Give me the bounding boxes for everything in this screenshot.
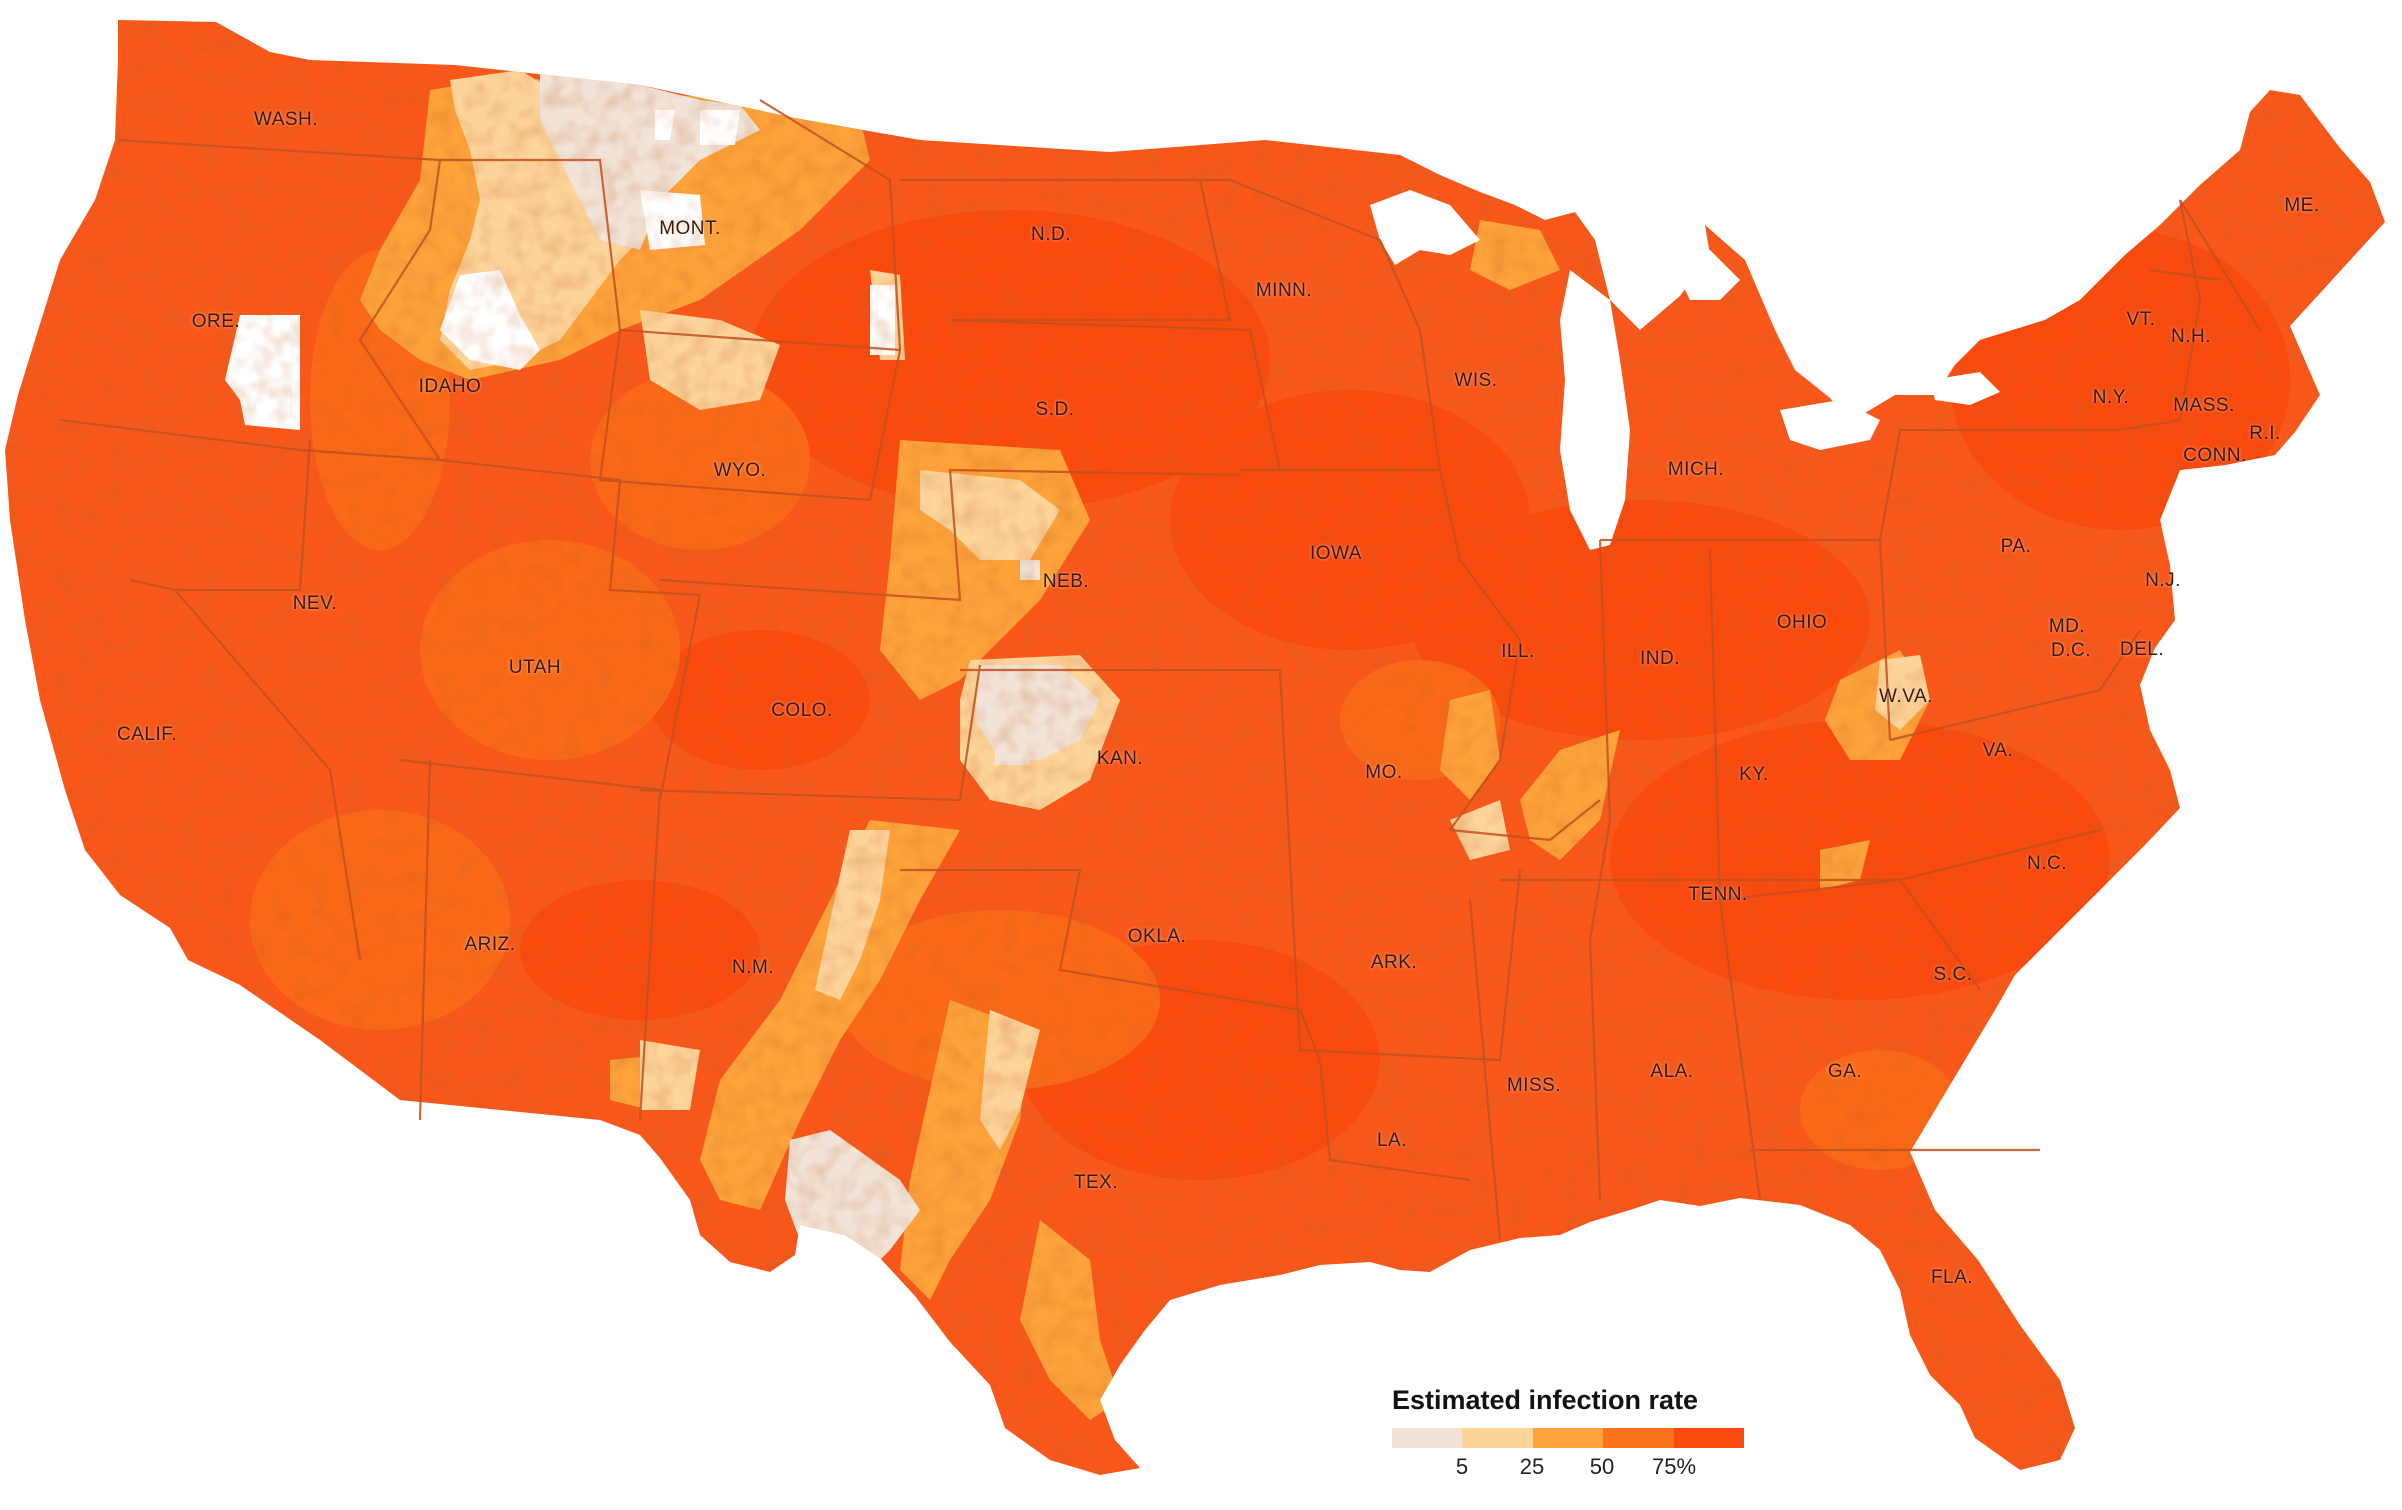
state-label-nj: N.J. — [2145, 570, 2181, 591]
state-label-ark: ARK. — [1370, 952, 1418, 973]
state-label-dc: D.C. — [2051, 640, 2091, 661]
state-label-pa: PA. — [2000, 536, 2032, 557]
state-label-mont: MONT. — [659, 218, 721, 239]
legend-swatch-4 — [1603, 1428, 1674, 1448]
state-label-ariz: ARIZ. — [464, 934, 516, 955]
state-label-wva: W.VA. — [1879, 686, 1933, 707]
state-label-nm: N.M. — [731, 957, 775, 978]
legend-tick-5: 5 — [1455, 1454, 1469, 1479]
state-label-minn: MINN. — [1255, 280, 1313, 301]
state-label-wash: WASH. — [253, 109, 319, 130]
state-label-idaho: IDAHO — [418, 376, 482, 397]
state-label-calif: CALIF. — [116, 724, 178, 745]
state-label-nd: N.D. — [1031, 224, 1071, 245]
state-label-tex: TEX. — [1073, 1172, 1119, 1193]
state-label-mich: MICH. — [1667, 459, 1725, 480]
state-label-nc: N.C. — [2027, 853, 2067, 874]
legend-tick-25: 25 — [1519, 1454, 1545, 1479]
state-label-wyo: WYO. — [713, 460, 767, 481]
state-label-iowa: IOWA — [1310, 543, 1362, 564]
state-label-ill: ILL. — [1501, 641, 1535, 662]
legend-tick-75: 75% — [1651, 1454, 1697, 1479]
state-label-sc: S.C. — [1933, 964, 1973, 985]
state-label-ny: N.Y. — [2092, 387, 2130, 408]
legend-color-scale — [1392, 1428, 1745, 1448]
legend-swatch-5 — [1673, 1428, 1745, 1448]
legend-swatch-2 — [1462, 1428, 1533, 1448]
state-label-utah: UTAH — [508, 657, 562, 678]
legend-swatch-1 — [1392, 1428, 1463, 1448]
state-label-okla: OKLA. — [1127, 926, 1187, 947]
state-label-ohio: OHIO — [1776, 612, 1828, 633]
state-label-ri: R.I. — [2249, 423, 2281, 444]
state-label-fla: FLA. — [1930, 1267, 1974, 1288]
state-label-neb: NEB. — [1042, 571, 1090, 592]
legend: Estimated infection rate 5 25 50 75% — [1392, 1385, 1752, 1484]
state-label-del: DEL. — [2119, 639, 2165, 660]
state-label-ky: KY. — [1739, 764, 1769, 785]
state-label-mass: MASS. — [2173, 395, 2235, 416]
state-label-ind: IND. — [1640, 648, 1680, 669]
state-label-conn: CONN. — [2183, 445, 2247, 466]
legend-swatch-3 — [1532, 1428, 1604, 1448]
state-label-mo: MO. — [1365, 762, 1403, 783]
state-label-va: VA. — [1982, 740, 2014, 761]
state-label-tenn: TENN. — [1688, 884, 1748, 905]
state-label-md: MD. — [2048, 616, 2086, 637]
state-label-ala: ALA. — [1650, 1061, 1694, 1082]
legend-ticks: 5 25 50 75% — [1392, 1454, 1752, 1484]
state-label-sd: S.D. — [1035, 399, 1075, 420]
legend-tick-50: 50 — [1589, 1454, 1615, 1479]
state-label-nev: NEV. — [292, 593, 338, 614]
state-label-nh: N.H. — [2171, 326, 2211, 347]
state-label-la: LA. — [1376, 1130, 1408, 1151]
great-lakes — [1370, 190, 2000, 550]
state-label-ga: GA. — [1827, 1061, 1863, 1082]
state-label-ore: ORE. — [191, 311, 241, 332]
state-label-kan: KAN. — [1096, 748, 1144, 769]
legend-title: Estimated infection rate — [1392, 1385, 1699, 1415]
state-label-vt: VT. — [2126, 309, 2156, 330]
state-borders — [59, 99, 2261, 1241]
state-label-colo: COLO. — [771, 700, 833, 721]
state-label-me: ME. — [2284, 195, 2320, 216]
state-label-wis: WIS. — [1454, 370, 1498, 391]
state-label-miss: MISS. — [1506, 1075, 1562, 1096]
